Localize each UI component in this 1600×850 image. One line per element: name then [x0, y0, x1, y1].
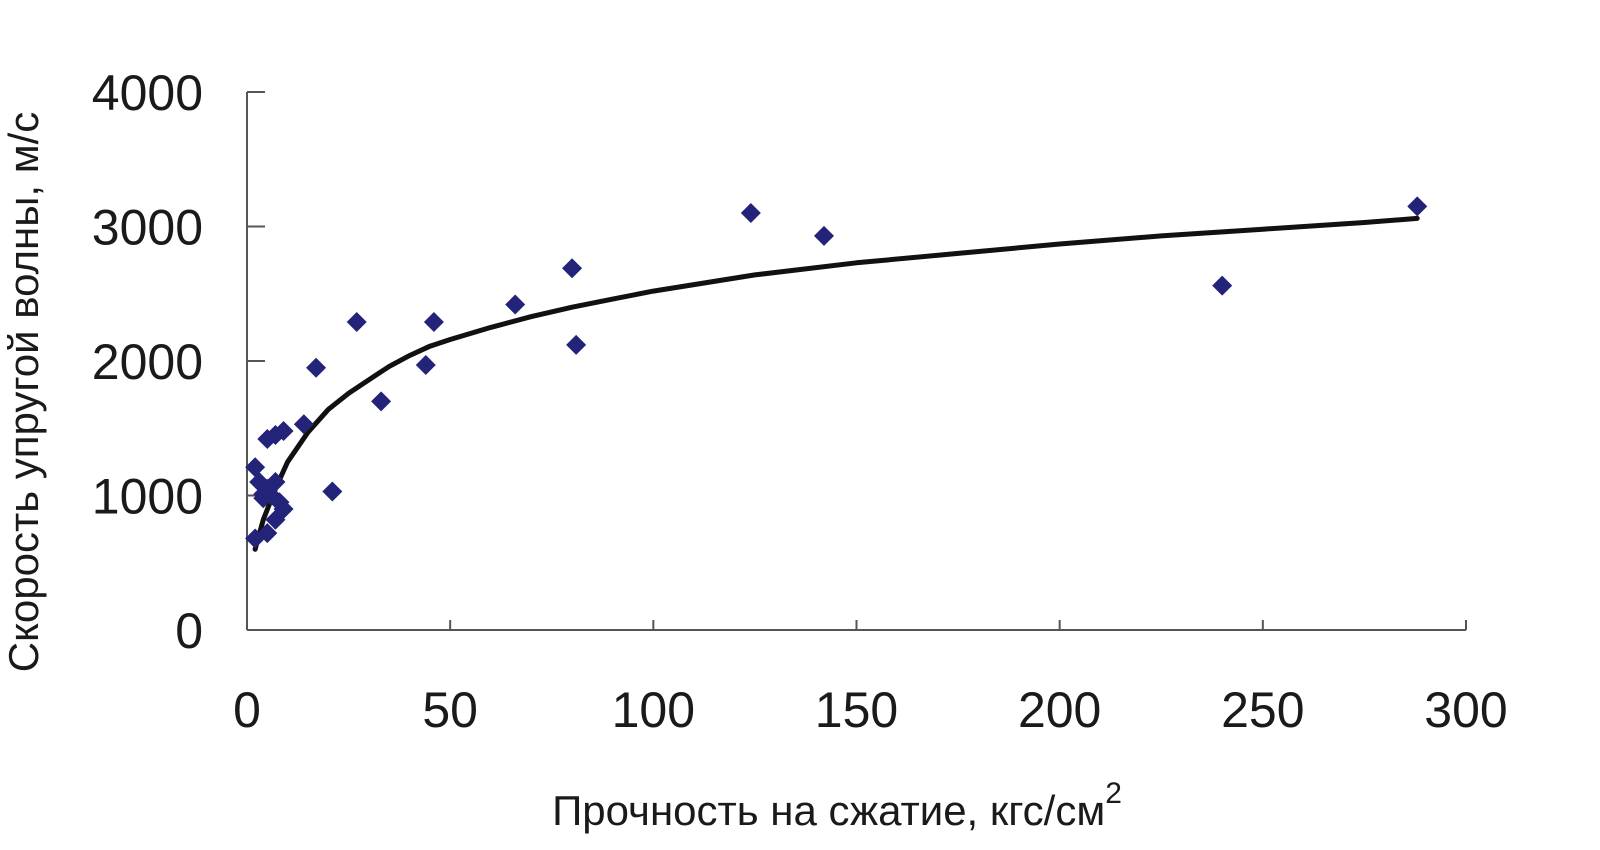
data-point [562, 258, 583, 279]
data-point [1407, 196, 1428, 217]
x-tick-label: 300 [1424, 682, 1507, 738]
x-axis-title: Прочность на сжатие, кгс/см2 [552, 777, 1122, 834]
data-point [265, 472, 286, 493]
data-point [245, 528, 266, 549]
y-axis-title: Скорость упругой волны, м/с [0, 112, 47, 673]
data-point [306, 357, 327, 378]
data-point [273, 498, 294, 519]
y-tick-label: 0 [175, 603, 203, 659]
x-tick-label: 250 [1221, 682, 1304, 738]
data-point [740, 203, 761, 224]
data-point [245, 457, 266, 478]
x-tick-label: 0 [233, 682, 261, 738]
y-tick-label: 3000 [92, 200, 203, 256]
y-ticks: 0 1000 2000 3000 4000 [92, 65, 265, 659]
y-tick-label: 2000 [92, 334, 203, 390]
y-tick-label: 4000 [92, 65, 203, 121]
trend-line-group [252, 215, 1420, 552]
data-point [371, 391, 392, 412]
x-axis-title-text: Прочность на сжатие, кгс/см [552, 787, 1105, 834]
data-points [245, 196, 1428, 549]
trend-line [252, 215, 1420, 552]
data-point [566, 334, 587, 355]
x-tick-label: 200 [1018, 682, 1101, 738]
data-point [322, 481, 343, 502]
data-point [415, 355, 436, 376]
data-point [273, 420, 294, 441]
data-point [423, 311, 444, 332]
data-point [293, 414, 314, 435]
x-axis-title-superscript: 2 [1105, 777, 1122, 810]
data-point [1212, 275, 1233, 296]
x-tick-label: 150 [815, 682, 898, 738]
y-tick-label: 1000 [92, 469, 203, 525]
x-tick-label: 50 [422, 682, 478, 738]
x-tick-label: 100 [612, 682, 695, 738]
data-point [505, 294, 526, 315]
data-point [346, 311, 367, 332]
data-point [257, 523, 278, 544]
data-point [813, 225, 834, 246]
x-ticks: 0 50 100 150 200 250 300 [233, 620, 1508, 738]
